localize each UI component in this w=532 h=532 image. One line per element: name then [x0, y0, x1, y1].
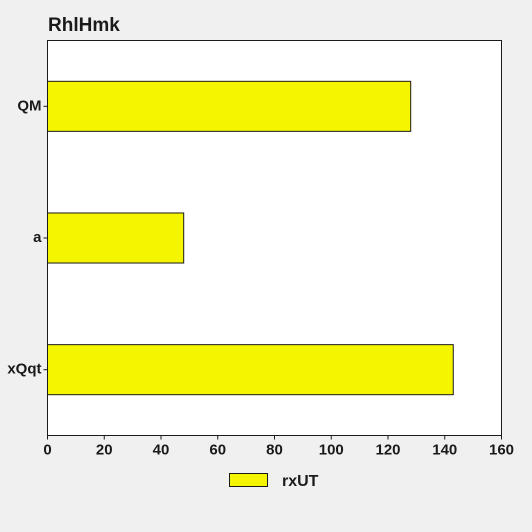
y-tick-label: a: [33, 229, 42, 246]
bars-group: [47, 80, 454, 396]
x-tick-label: 80: [266, 442, 283, 459]
y-tick-label: QM: [17, 97, 41, 114]
x-tick-label: 20: [96, 442, 113, 459]
y-axis-ticks: QM a xQqt: [7, 97, 48, 378]
bar-a: [47, 212, 185, 264]
x-axis-ticks: 0 20 40 60 80 100 120 140 160: [43, 435, 514, 459]
legend: rxUT: [229, 473, 319, 490]
x-tick-label: 140: [432, 442, 457, 459]
y-tick-label: xQqt: [7, 361, 41, 378]
x-tick-label: 160: [489, 442, 514, 459]
x-tick-label: 120: [375, 442, 400, 459]
x-tick-label: 100: [319, 442, 344, 459]
bar-xqqt: [47, 344, 454, 396]
bar-qm: [47, 80, 412, 132]
legend-swatch: [229, 473, 268, 487]
x-tick-label: 0: [43, 442, 51, 459]
x-tick-label: 40: [153, 442, 170, 459]
chart-title: RhlHmk: [48, 15, 120, 36]
legend-label: rxUT: [282, 473, 319, 490]
x-tick-label: 60: [209, 442, 226, 459]
